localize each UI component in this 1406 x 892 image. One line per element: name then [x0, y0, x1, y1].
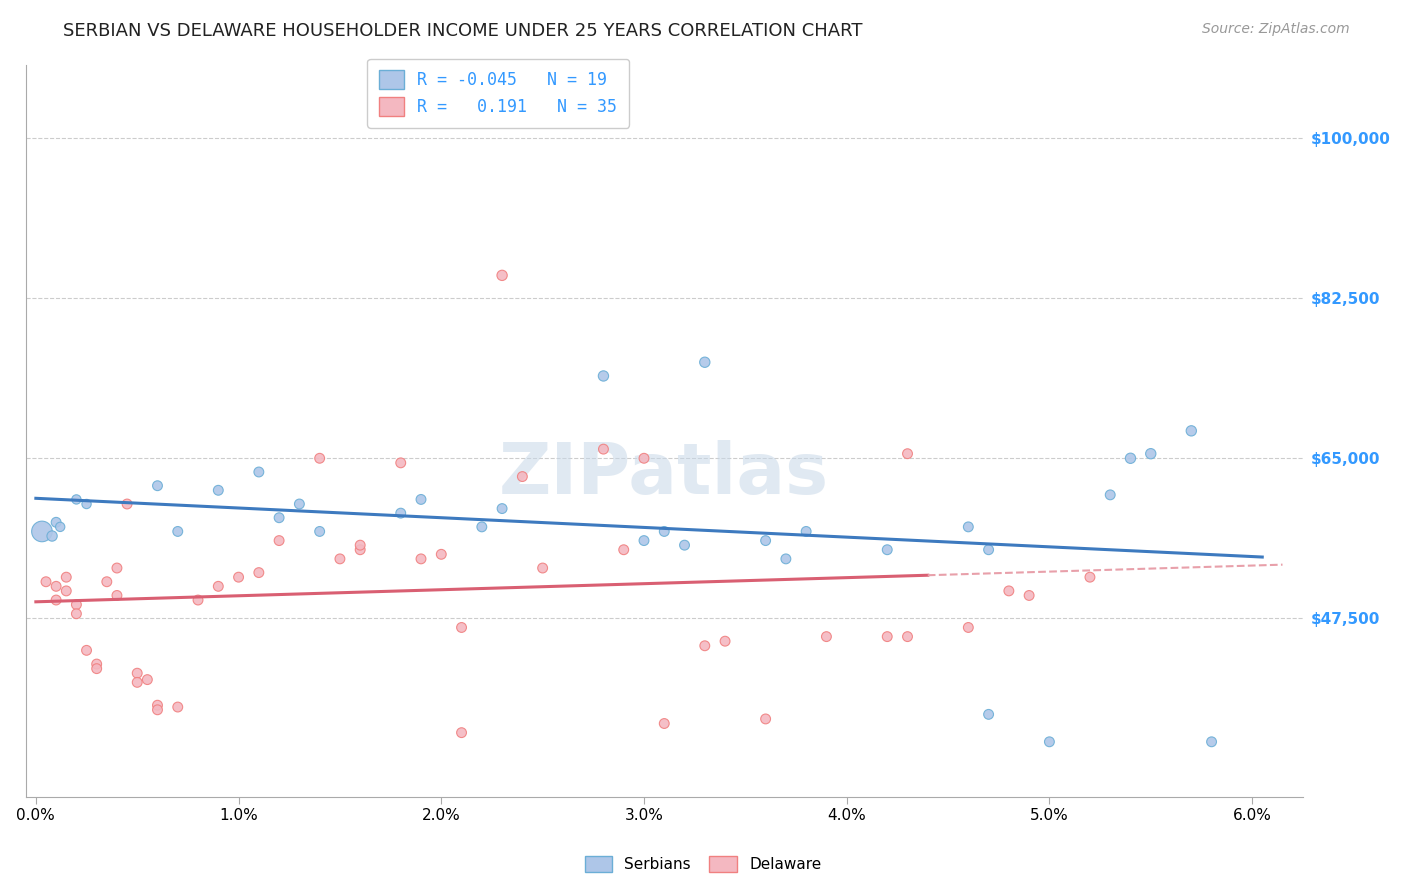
Point: [389, 456, 412, 470]
Point: [1119, 451, 1142, 466]
Point: [45, 516, 67, 530]
Point: [247, 566, 270, 580]
Point: [105, 561, 128, 575]
Point: [613, 542, 636, 557]
Point: [430, 547, 453, 561]
Point: [247, 465, 270, 479]
Point: [127, 666, 149, 681]
Point: [1139, 447, 1161, 461]
Legend: Serbians, Delaware: Serbians, Delaware: [576, 848, 830, 880]
Point: [592, 368, 614, 383]
Point: [957, 520, 980, 534]
Point: [166, 524, 188, 539]
Text: SERBIAN VS DELAWARE HOUSEHOLDER INCOME UNDER 25 YEARS CORRELATION CHART: SERBIAN VS DELAWARE HOUSEHOLDER INCOME U…: [63, 22, 863, 40]
Point: [491, 501, 513, 516]
Point: [269, 510, 291, 524]
Point: [775, 552, 797, 566]
Point: [1099, 488, 1122, 502]
Point: [65, 492, 87, 507]
Point: [228, 570, 250, 584]
Point: [76, 497, 98, 511]
Text: ZIPatlas: ZIPatlas: [499, 441, 830, 509]
Point: [45, 579, 67, 593]
Point: [76, 643, 98, 657]
Point: [1018, 589, 1040, 603]
Point: [450, 725, 472, 739]
Point: [45, 593, 67, 607]
Point: [1078, 570, 1101, 584]
Point: [512, 469, 534, 483]
Point: [896, 447, 918, 461]
Point: [755, 712, 778, 726]
Point: [86, 657, 108, 671]
Point: [136, 673, 159, 687]
Point: [409, 552, 432, 566]
Point: [166, 700, 188, 714]
Point: [1038, 735, 1060, 749]
Point: [288, 497, 311, 511]
Point: [450, 620, 472, 634]
Point: [1180, 424, 1202, 438]
Point: [55, 583, 77, 598]
Point: [207, 483, 229, 498]
Point: [592, 442, 614, 457]
Point: [633, 533, 655, 548]
Point: [308, 524, 330, 539]
Point: [146, 479, 169, 493]
Point: [977, 542, 1000, 557]
Point: [652, 716, 675, 731]
Point: [127, 675, 149, 690]
Point: [977, 707, 1000, 722]
Point: [55, 570, 77, 584]
Point: [35, 574, 58, 589]
Text: Source: ZipAtlas.com: Source: ZipAtlas.com: [1202, 22, 1350, 37]
Point: [531, 561, 554, 575]
Point: [998, 583, 1021, 598]
Point: [86, 662, 108, 676]
Point: [896, 630, 918, 644]
Point: [491, 268, 513, 283]
Point: [308, 451, 330, 466]
Point: [471, 520, 494, 534]
Point: [1201, 735, 1223, 749]
Point: [329, 552, 352, 566]
Point: [815, 630, 838, 644]
Point: [693, 355, 716, 369]
Point: [755, 533, 778, 548]
Point: [409, 492, 432, 507]
Point: [49, 520, 72, 534]
Legend: R = -0.045   N = 19, R =   0.191   N = 35: R = -0.045 N = 19, R = 0.191 N = 35: [367, 59, 628, 128]
Point: [146, 703, 169, 717]
Point: [876, 542, 898, 557]
Point: [876, 630, 898, 644]
Point: [693, 639, 716, 653]
Point: [41, 529, 63, 543]
Point: [207, 579, 229, 593]
Point: [146, 698, 169, 713]
Point: [652, 524, 675, 539]
Point: [115, 497, 138, 511]
Point: [65, 598, 87, 612]
Point: [389, 506, 412, 520]
Point: [349, 542, 371, 557]
Point: [957, 620, 980, 634]
Point: [269, 533, 291, 548]
Point: [794, 524, 817, 539]
Point: [349, 538, 371, 552]
Point: [96, 574, 118, 589]
Point: [187, 593, 209, 607]
Point: [673, 538, 696, 552]
Point: [31, 524, 53, 539]
Point: [633, 451, 655, 466]
Point: [105, 589, 128, 603]
Point: [65, 607, 87, 621]
Point: [714, 634, 737, 648]
